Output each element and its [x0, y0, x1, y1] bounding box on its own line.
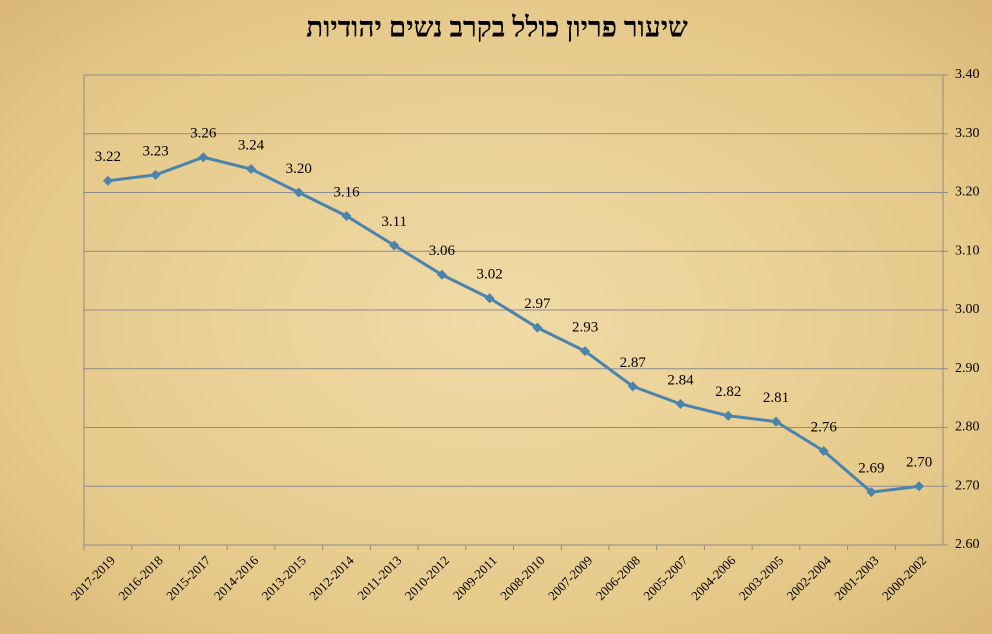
x-tick-label: 2016-2018 [115, 553, 165, 603]
data-label: 3.20 [286, 161, 312, 177]
y-tick-label: 3.00 [955, 302, 980, 317]
marker [198, 152, 209, 163]
marker [675, 399, 686, 409]
marker [627, 381, 638, 392]
marker [532, 322, 543, 333]
x-tick-label: 2014-2016 [211, 552, 262, 603]
y-tick-label: 3.20 [955, 185, 980, 200]
y-tick-label: 2.80 [955, 420, 980, 435]
chart-title: שיעור פריון כולל בקרב נשים יהודיות [306, 12, 688, 43]
data-label: 2.82 [715, 384, 741, 400]
marker [341, 211, 352, 221]
x-tick-label: 2007-2009 [545, 553, 595, 603]
x-tick-label: 2017-2019 [68, 553, 118, 603]
y-tick-label: 2.90 [955, 361, 980, 376]
marker [580, 346, 591, 357]
x-tick-label: 2006-2008 [593, 553, 643, 603]
data-label: 3.22 [95, 149, 121, 165]
marker [770, 416, 781, 427]
x-tick-label: 2013-2015 [259, 553, 309, 603]
marker [150, 169, 161, 180]
data-label: 3.26 [190, 126, 217, 142]
marker [389, 240, 400, 251]
data-label: 3.11 [381, 214, 407, 230]
marker [818, 446, 829, 456]
y-tick-label: 3.10 [955, 243, 980, 258]
y-tick-label: 3.40 [955, 67, 980, 82]
x-tick-label: 2001-2003 [831, 553, 881, 603]
data-label: 2.69 [858, 461, 884, 477]
marker [866, 487, 877, 498]
x-tick-label: 2010-2012 [402, 553, 452, 603]
x-tick-label: 2011-2013 [354, 553, 404, 603]
x-tick-label: 2003-2005 [736, 553, 786, 603]
marker [723, 410, 734, 421]
data-label: 3.02 [477, 267, 503, 283]
marker [484, 293, 495, 304]
x-tick-label: 2002-2004 [783, 552, 834, 603]
data-label: 3.24 [238, 137, 265, 153]
marker [436, 269, 447, 280]
data-label: 2.70 [906, 455, 932, 471]
marker [246, 164, 257, 174]
data-label: 3.23 [142, 143, 168, 159]
y-tick-label: 2.70 [955, 478, 980, 493]
x-tick-label: 2009-2011 [450, 553, 500, 603]
x-tick-label: 2004-2006 [688, 552, 739, 603]
x-tick-label: 2005-2007 [640, 552, 691, 603]
data-label: 2.84 [667, 372, 694, 388]
y-tick-label: 3.30 [955, 126, 980, 141]
marker [102, 175, 113, 186]
data-label: 3.16 [333, 184, 360, 200]
line [107, 155, 920, 494]
marker [914, 481, 925, 492]
marker [293, 187, 304, 198]
x-tick-label: 2008-2010 [497, 553, 547, 603]
x-tick-label: 2015-2017 [163, 552, 214, 603]
y-tick-label: 2.60 [955, 537, 980, 552]
data-label: 2.93 [572, 320, 598, 336]
data-label: 2.76 [811, 419, 838, 435]
x-tick-label: 2000-2002 [879, 553, 929, 603]
data-label: 2.81 [763, 390, 789, 406]
data-label: 2.87 [620, 355, 647, 371]
data-label: 3.06 [429, 243, 456, 259]
data-label: 2.97 [524, 296, 551, 312]
x-tick-label: 2012-2014 [306, 552, 357, 603]
